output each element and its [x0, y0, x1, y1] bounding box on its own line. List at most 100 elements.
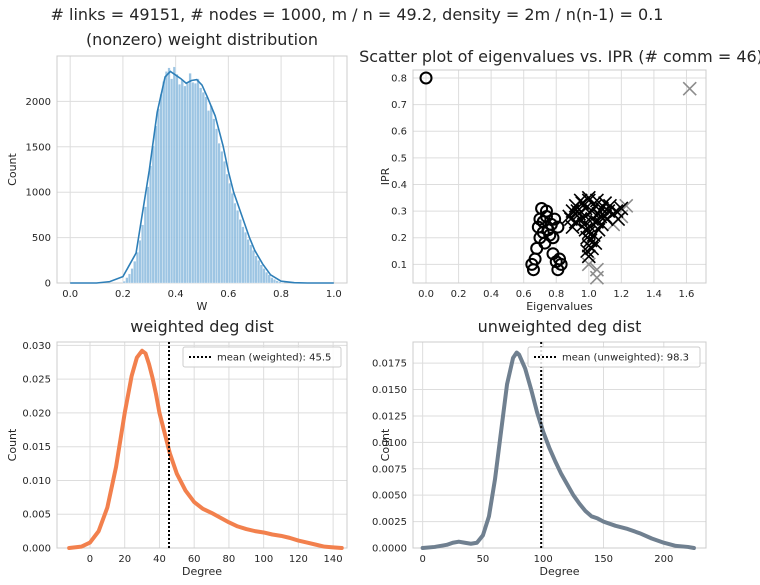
x-axis-label: W	[197, 300, 208, 313]
x-tick-label: 0.2	[115, 289, 131, 300]
histogram-bar	[170, 78, 174, 284]
histogram-bar	[201, 92, 205, 284]
histogram-bar	[157, 108, 160, 284]
histogram-bar	[259, 264, 263, 284]
histogram-bar	[133, 261, 137, 284]
histogram-bar	[151, 145, 155, 284]
histogram-bar	[122, 281, 126, 284]
x-tick-label: 0	[419, 554, 425, 565]
legend-box	[182, 346, 342, 368]
x-axis-label: Eigenvalues	[526, 300, 593, 313]
black-cross-marker	[578, 222, 593, 237]
x-tick-label: 0.4	[168, 289, 184, 300]
y-axis-label: Count	[6, 428, 19, 461]
x-tick-label: 0.0	[62, 289, 78, 300]
histogram-bar	[246, 239, 250, 284]
histogram-bar	[154, 125, 158, 284]
histogram-bar	[278, 281, 282, 284]
y-tick-label: 1500	[26, 142, 51, 153]
histogram-bar	[188, 73, 192, 284]
histogram-bar	[249, 244, 253, 284]
x-tick-label: 0.4	[483, 289, 499, 300]
panel-title: unweighted deg dist	[478, 317, 642, 336]
gray-cross-marker	[589, 262, 605, 277]
y-tick-label: 0	[45, 279, 51, 290]
y-axis-label: Count	[379, 428, 392, 461]
histogram-bar	[172, 66, 176, 284]
histogram-bar	[180, 79, 184, 284]
histogram-bar	[230, 192, 234, 284]
histogram-bar	[193, 83, 197, 284]
histogram-bar	[225, 173, 229, 284]
histogram-bar	[212, 118, 216, 284]
y-tick-label: 0.8	[391, 73, 407, 84]
histogram-bar	[159, 93, 163, 284]
weighted-degree-panel: weighted deg dist 0 20 40 60 80 100 120 140 0.000…	[6, 317, 348, 578]
weight-distribution-panel: (nonzero) weight distribution 0.0 0.2 0.4 0.…	[6, 30, 348, 313]
x-tick-label: 0.8	[273, 289, 289, 300]
histogram-bar	[270, 277, 274, 284]
gray-cross-marker	[682, 81, 697, 96]
x-axis-label: Degree	[539, 565, 579, 578]
histogram-bar	[183, 85, 187, 284]
y-tick-label: 0.015	[22, 442, 51, 453]
x-tick-label: 1.6	[679, 289, 695, 300]
histogram-bar	[220, 151, 224, 284]
x-tick-label: 1.4	[646, 289, 662, 300]
y-tick-label: 0.6	[391, 127, 407, 138]
black-cross-marker	[589, 193, 605, 208]
y-tick-label: 0.0000	[372, 544, 407, 555]
histogram-bar	[267, 274, 271, 284]
y-tick-label: 0.0100	[372, 438, 407, 449]
x-tick-label: 100	[254, 554, 273, 565]
x-tick-label: 0.6	[516, 289, 532, 300]
black-cross-marker	[570, 204, 585, 219]
histogram-bar	[275, 280, 279, 284]
x-tick-label: 0	[87, 554, 93, 565]
legend-label: mean (weighted): 45.5	[217, 353, 331, 364]
histogram-bar	[175, 74, 179, 284]
histogram-bar	[241, 226, 245, 284]
histogram-bar	[130, 268, 134, 284]
circle-marker	[548, 212, 562, 226]
x-tick-label: 40	[153, 554, 166, 565]
circle-marker	[546, 231, 560, 245]
y-tick-label: 0.7	[391, 100, 407, 111]
histogram-bar	[146, 186, 150, 284]
histogram-bar	[164, 71, 168, 284]
black-cross-marker	[609, 204, 624, 219]
x-tick-label: 0.2	[451, 289, 467, 300]
x-tick-label: 50	[477, 554, 490, 565]
black-cross-marker	[593, 209, 608, 224]
circle-marker	[539, 204, 553, 218]
x-tick-label: 20	[118, 554, 131, 565]
unweighted-degree-panel: unweighted deg dist 0 50 100 150 200 0.0000 0.0…	[372, 317, 707, 578]
kde-curve	[70, 70, 334, 284]
histogram-bar	[207, 110, 211, 284]
x-tick-label: 0.6	[220, 289, 236, 300]
plot-frame	[412, 69, 707, 284]
histogram-bar	[222, 161, 226, 284]
y-tick-label: 0.030	[22, 341, 51, 352]
y-tick-label: 0.010	[22, 476, 51, 487]
histogram-bar	[217, 143, 221, 284]
y-tick-label: 0.5	[391, 153, 407, 164]
y-tick-label: 0.0150	[372, 385, 407, 396]
histogram-bar	[262, 268, 266, 284]
black-cross-marker	[573, 193, 588, 208]
histogram-bar	[162, 81, 166, 284]
y-axis-label: Count	[6, 152, 19, 185]
density-curve	[67, 348, 344, 550]
figure-suptitle: # links = 49151, # nodes = 1000, m / n =…	[51, 5, 664, 24]
histogram-bar	[244, 232, 247, 284]
y-tick-label: 1000	[26, 188, 51, 199]
y-tick-label: 0.3	[391, 207, 407, 218]
x-tick-label: 120	[289, 554, 308, 565]
plot-frame	[412, 341, 707, 549]
y-tick-label: 0.4	[391, 180, 407, 191]
circle-marker	[553, 252, 566, 266]
x-tick-label: 150	[594, 554, 613, 565]
black-cross-marker	[581, 190, 596, 205]
y-tick-label: 0.0025	[372, 517, 407, 528]
x-tick-label: 1.0	[326, 289, 342, 300]
